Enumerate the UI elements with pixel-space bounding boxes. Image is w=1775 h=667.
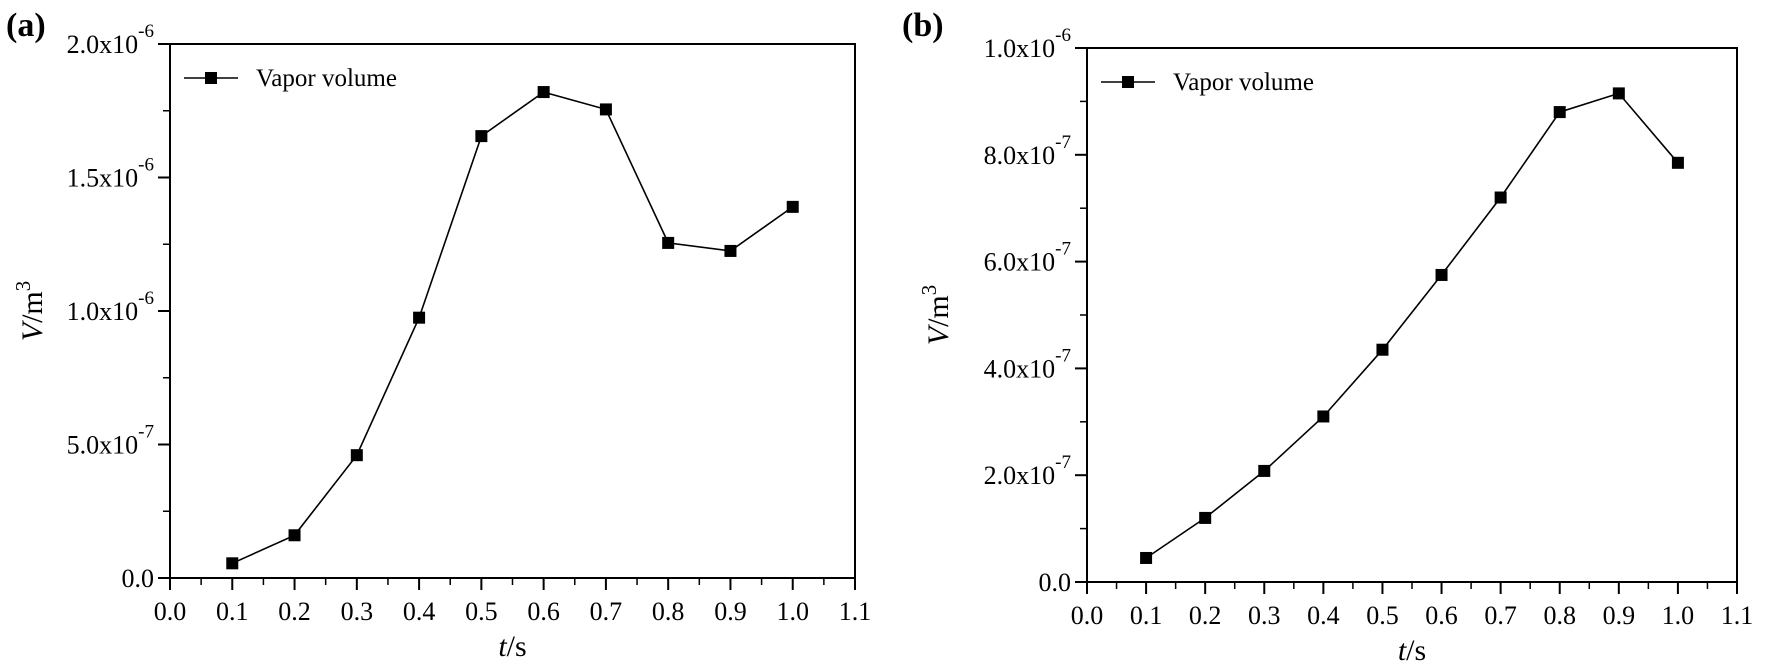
x-axis-label: t/s [1398, 634, 1426, 667]
y-tick-label: 2.0x10-6 [67, 21, 154, 59]
y-tick-label: 0.0 [1039, 568, 1072, 597]
data-point [1317, 410, 1330, 423]
series-line [231, 91, 794, 565]
legend-label: Vapor volume [256, 65, 397, 92]
x-tick-label: 0.1 [216, 597, 249, 626]
series-vapor-volume [226, 86, 799, 570]
legend-marker [205, 72, 217, 84]
x-tick-label: 0.5 [1366, 601, 1399, 630]
x-tick-label: 0.5 [465, 597, 498, 626]
y-axis-label: V/m3 [917, 285, 955, 346]
x-tick-label: 0.4 [1307, 601, 1340, 630]
data-point [413, 311, 426, 324]
x-tick-label: 0.2 [278, 597, 311, 626]
data-point [350, 449, 363, 462]
x-tick-label: 1.0 [1662, 601, 1695, 630]
data-point [226, 557, 239, 570]
data-point [662, 236, 675, 249]
x-tick-label: 1.1 [839, 597, 872, 626]
data-point [1612, 87, 1625, 100]
data-point [724, 244, 737, 257]
x-tick-label: 0.3 [341, 597, 374, 626]
series-line [1145, 92, 1679, 559]
legend: Vapor volume [184, 65, 397, 92]
x-tick-label: 0.4 [403, 597, 436, 626]
y-tick-label: 6.0x10-7 [984, 239, 1071, 277]
y-axis-label: V/m3 [11, 281, 49, 342]
x-tick-label: 0.8 [1543, 601, 1576, 630]
data-point [1671, 156, 1684, 169]
data-point [1258, 464, 1271, 477]
x-tick-label: 0.7 [590, 597, 623, 626]
x-tick-label: 0.1 [1130, 601, 1163, 630]
data-point [786, 200, 799, 213]
x-tick-label: 0.9 [714, 597, 747, 626]
y-tick-label: 1.0x10-6 [984, 25, 1071, 63]
y-tick-label: 8.0x10-7 [984, 132, 1071, 170]
x-tick-label: 0.2 [1189, 601, 1222, 630]
legend-label: Vapor volume [1173, 69, 1314, 96]
chart-panel-a: 0.0 0.1 0.2 0.3 0.4 0.5 0.6 0.7 0.8 0.9 1.0 1.1 0.0 5… [6, 7, 871, 663]
plot-frame [1086, 47, 1738, 583]
data-point [475, 130, 488, 143]
x-tick-label: 1.0 [776, 597, 809, 626]
x-tick-label: 0.0 [1071, 601, 1104, 630]
data-point [1435, 268, 1448, 281]
legend: Vapor volume [1101, 69, 1314, 96]
panel-label: (a) [6, 7, 46, 44]
data-point [599, 103, 612, 116]
x-tick-label: 0.6 [527, 597, 560, 626]
panel-label: (b) [902, 7, 944, 44]
legend-marker [1122, 76, 1134, 88]
x-tick-label: 1.1 [1721, 601, 1754, 630]
y-tick-label: 1.5x10-6 [67, 155, 154, 193]
x-tick-label: 0.7 [1484, 601, 1517, 630]
data-point [1199, 511, 1212, 524]
x-tick-label: 0.9 [1603, 601, 1636, 630]
plot-frame [169, 43, 856, 579]
y-tick-label: 5.0x10-7 [67, 422, 154, 460]
data-point [288, 529, 301, 542]
y-tick-label: 1.0x10-6 [67, 288, 154, 326]
x-tick-label: 0.3 [1248, 601, 1281, 630]
data-point [1553, 106, 1566, 119]
y-tick-label: 2.0x10-7 [984, 452, 1071, 490]
data-point [1376, 343, 1389, 356]
x-tick-label: 0.8 [652, 597, 685, 626]
x-tick-label: 0.0 [154, 597, 187, 626]
series-vapor-volume [1140, 87, 1684, 564]
x-tick-label: 0.6 [1425, 601, 1458, 630]
y-tick-label: 0.0 [122, 564, 155, 593]
x-axis-label: t/s [498, 630, 526, 663]
y-tick-label: 4.0x10-7 [984, 345, 1071, 383]
data-point [537, 86, 550, 99]
data-point [1140, 551, 1153, 564]
chart-panel-b: 0.0 0.1 0.2 0.3 0.4 0.5 0.6 0.7 0.8 0.9 1.0 1.1 0.0 2… [902, 7, 1753, 667]
data-point [1494, 191, 1507, 204]
